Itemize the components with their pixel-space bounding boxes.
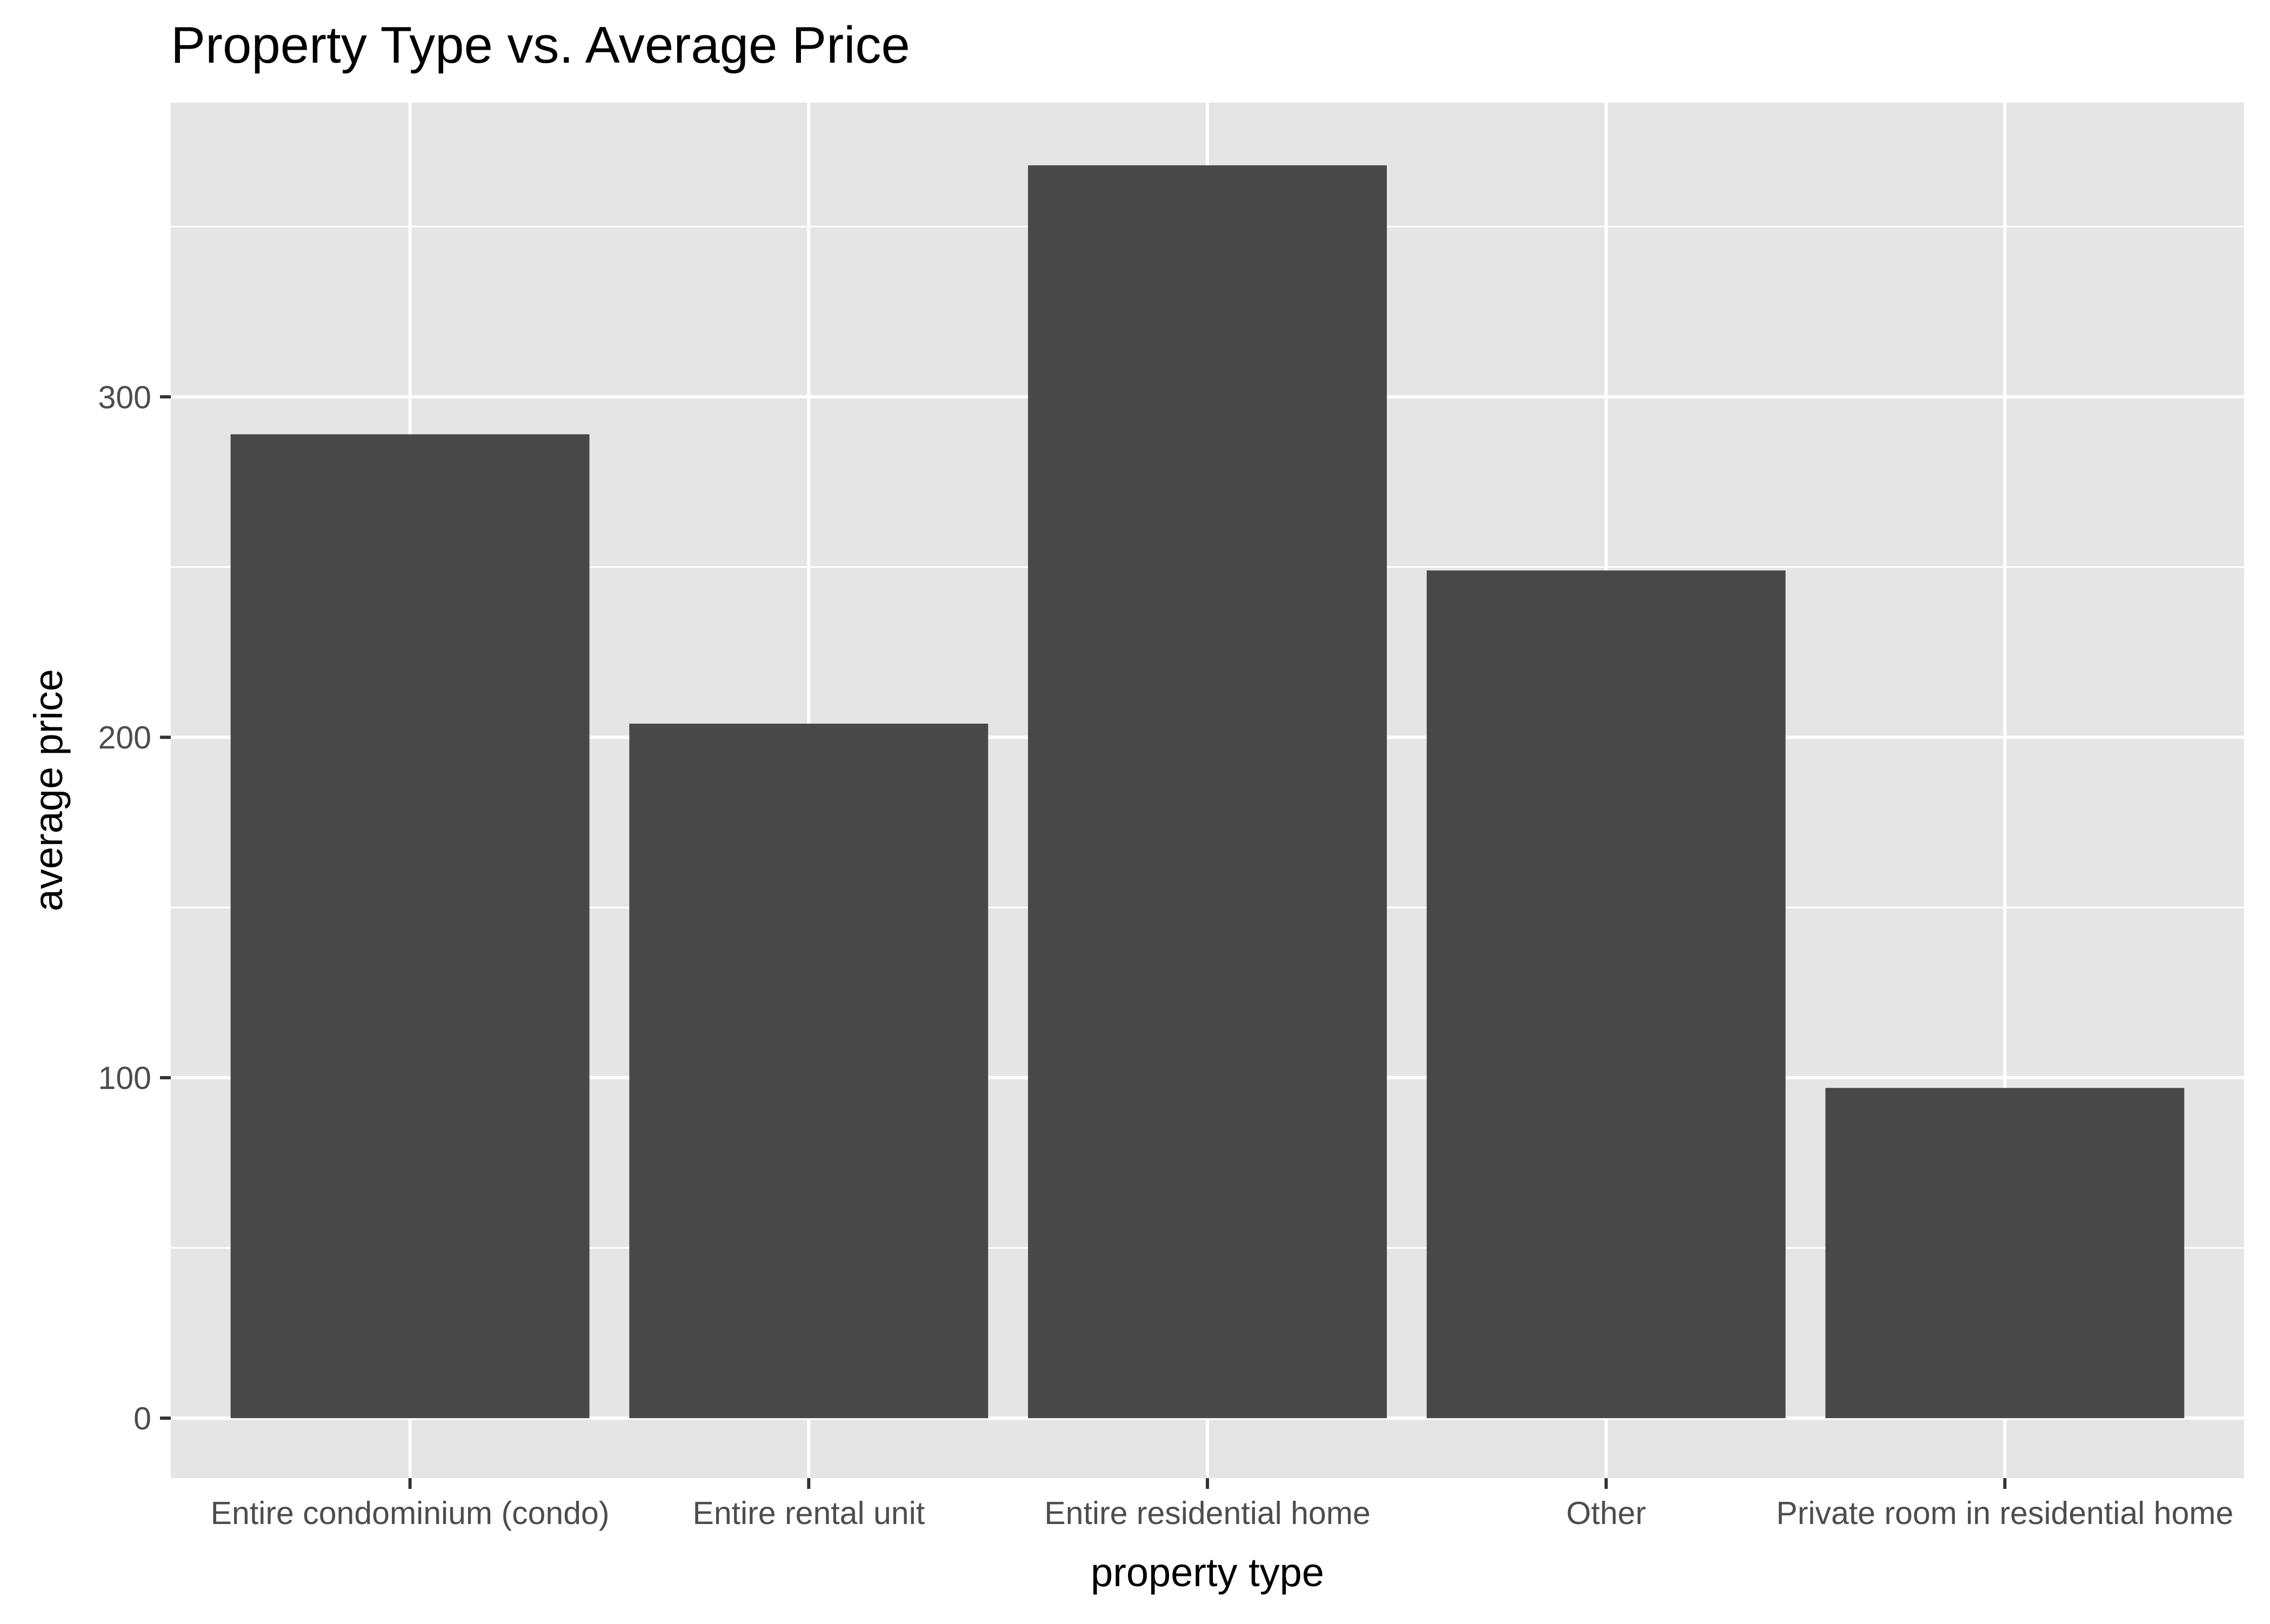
x-axis: Entire condominium (condo) Entire rental … xyxy=(211,1478,2233,1531)
bar xyxy=(629,724,989,1419)
bar xyxy=(1028,165,1387,1419)
x-axis-title: property type xyxy=(1091,1550,1324,1595)
bar xyxy=(1426,570,1786,1419)
x-tick-label: Other xyxy=(1566,1495,1646,1531)
y-tick-label: 300 xyxy=(98,379,151,415)
y-tick-label: 100 xyxy=(98,1060,151,1096)
y-tick-label: 200 xyxy=(98,720,151,756)
y-axis: 0 100 200 300 xyxy=(98,379,171,1436)
x-tick-label: Private room in residential home xyxy=(1776,1495,2233,1531)
x-tick-label: Entire condominium (condo) xyxy=(211,1495,610,1531)
bar xyxy=(1825,1088,2185,1419)
x-tick-label: Entire rental unit xyxy=(692,1495,925,1531)
bars xyxy=(230,165,2185,1419)
x-tick-label: Entire residential home xyxy=(1044,1495,1370,1531)
chart-title: Property Type vs. Average Price xyxy=(171,16,910,74)
bar xyxy=(230,434,590,1419)
y-axis-title: average price xyxy=(26,669,71,911)
y-tick-label: 0 xyxy=(133,1401,151,1436)
